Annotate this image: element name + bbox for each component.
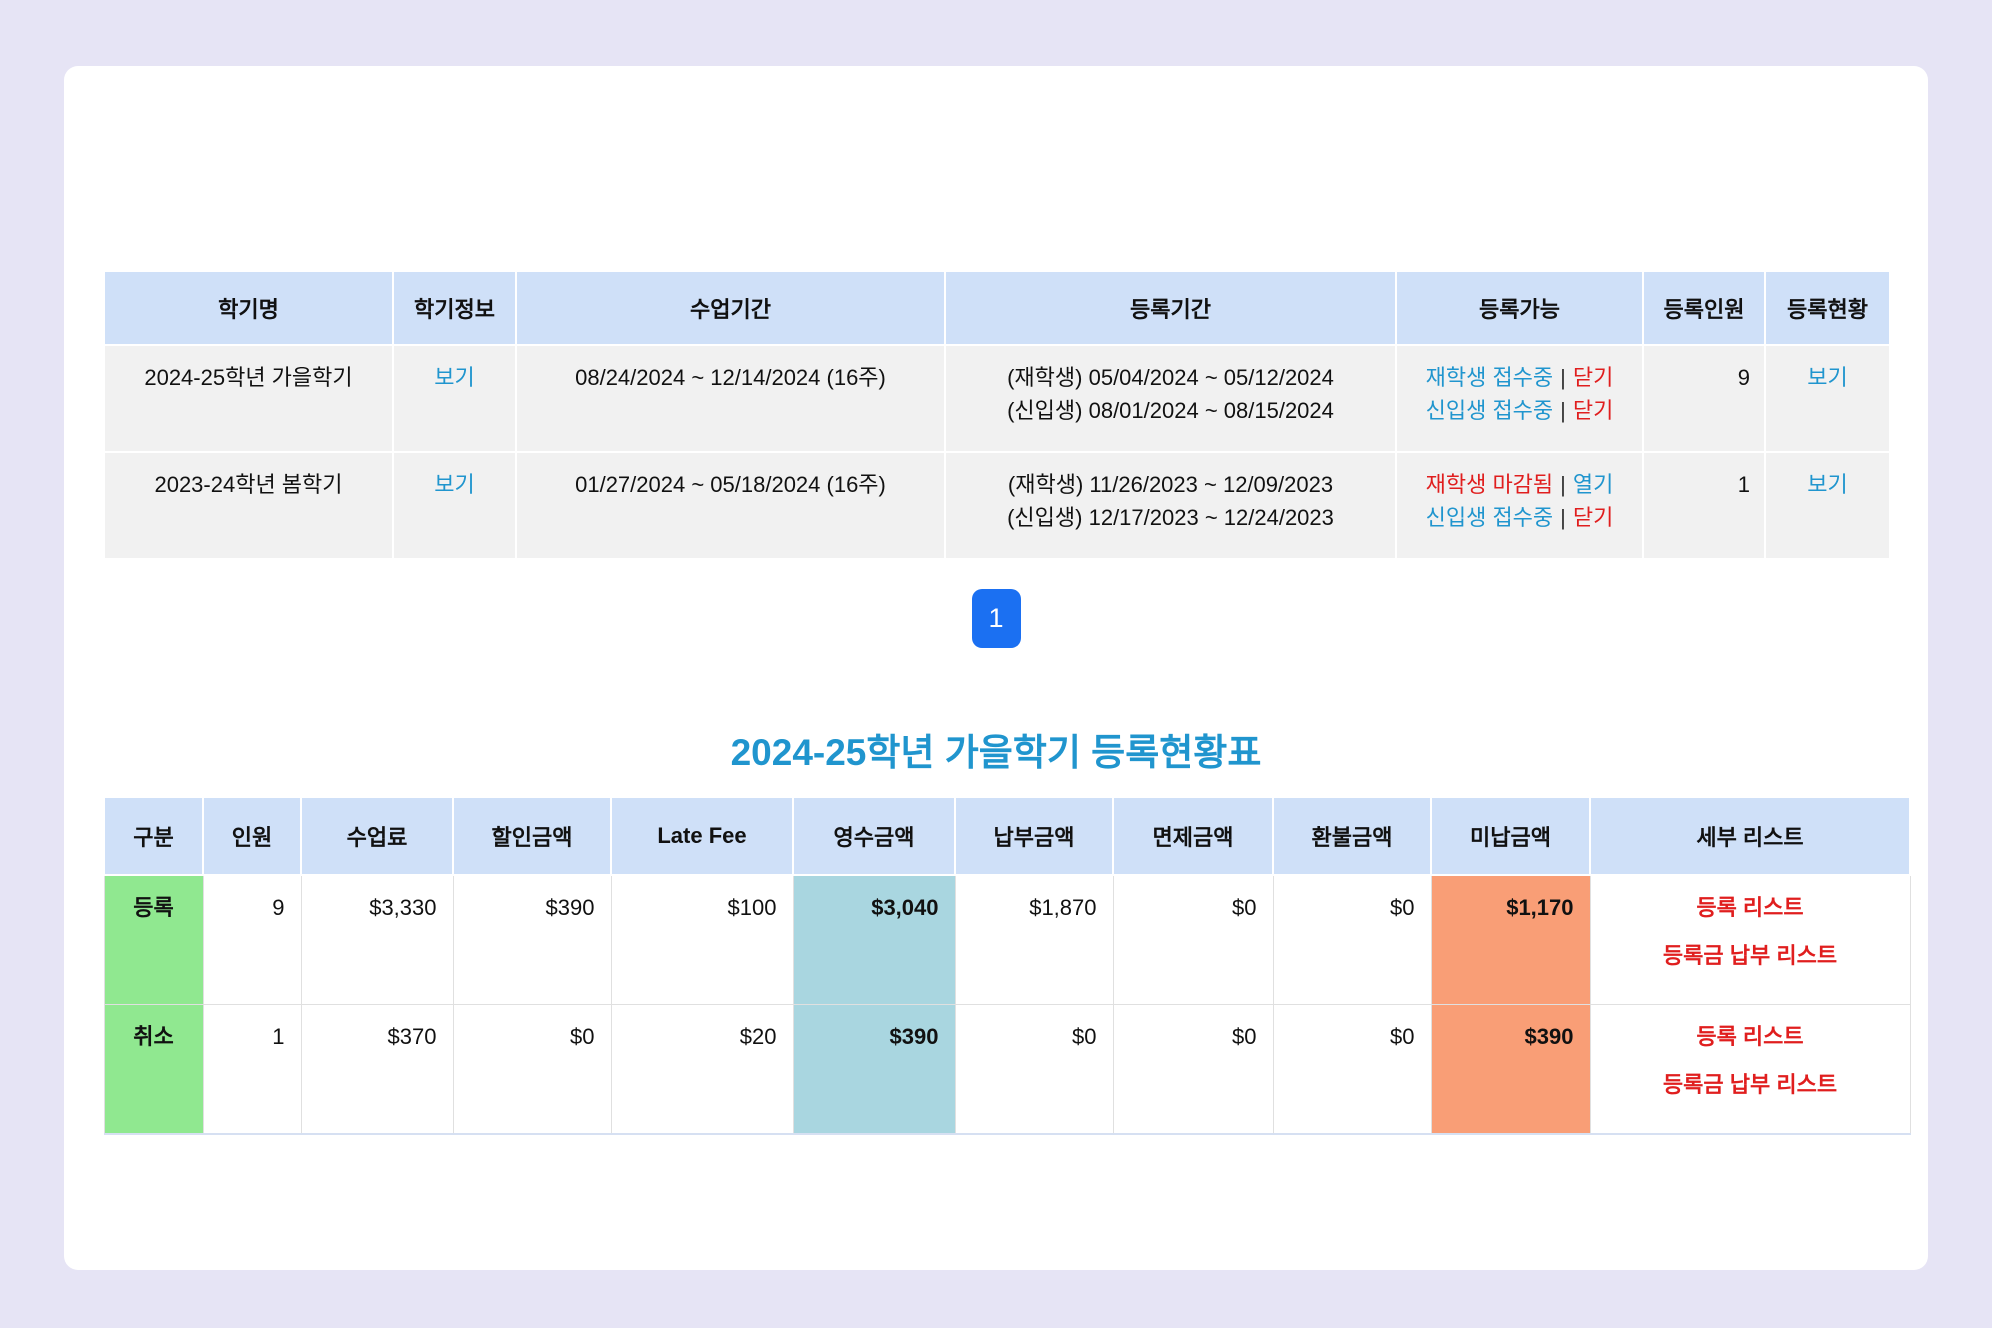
unpaid-value: $390 bbox=[1430, 1003, 1591, 1135]
availability-line: 재학생 마감됨 | 열기 bbox=[1411, 469, 1628, 502]
refund-value: $0 bbox=[1272, 874, 1432, 1005]
col-header-tuition: 수업료 bbox=[300, 796, 454, 876]
registration-availability: 재학생 마감됨 | 열기 신입생 접수중 | 닫기 bbox=[1395, 451, 1644, 560]
col-header-registration-period: 등록기간 bbox=[944, 270, 1397, 346]
refund-value: $0 bbox=[1272, 1003, 1432, 1135]
registration-summary-table: 구분 인원 수업료 할인금액 Late Fee 영수금액 납부금액 면제금액 환… bbox=[103, 796, 1911, 1135]
semester-info-cell: 보기 bbox=[392, 344, 517, 453]
tuition-value: $3,330 bbox=[300, 874, 454, 1005]
col-header-detail-list: 세부 리스트 bbox=[1589, 796, 1911, 876]
paid-value: $1,870 bbox=[954, 874, 1114, 1005]
page-button-1[interactable]: 1 bbox=[971, 589, 1021, 648]
semester-info-cell: 보기 bbox=[392, 451, 517, 560]
col-header-semester-name: 학기명 bbox=[103, 270, 394, 346]
availability-line: 신입생 접수중 | 닫기 bbox=[1411, 502, 1628, 535]
col-header-registration-availability: 등록가능 bbox=[1395, 270, 1644, 346]
registration-list-link[interactable]: 등록 리스트 bbox=[1696, 1023, 1804, 1049]
reg-period-line: (재학생) 11/26/2023 ~ 12/09/2023 bbox=[1007, 472, 1334, 497]
exempt-value: $0 bbox=[1112, 1003, 1274, 1135]
table-row: 등록 9 $3,330 $390 $100 $3,040 $1,870 $0 $… bbox=[103, 874, 1911, 1005]
col-header-paid: 납부금액 bbox=[954, 796, 1114, 876]
separator: | bbox=[1560, 365, 1566, 390]
discount-value: $390 bbox=[452, 874, 612, 1005]
content-card: 학기명 학기정보 수업기간 등록기간 등록가능 등록인원 등록현황 2024-2… bbox=[64, 66, 1928, 1270]
separator: | bbox=[1560, 504, 1566, 530]
col-header-exempt: 면제금액 bbox=[1112, 796, 1274, 876]
semester-name: 2023-24학년 봄학기 bbox=[103, 451, 394, 560]
separator: | bbox=[1560, 397, 1566, 423]
reg-period-line: (재학생) 05/04/2024 ~ 05/12/2024 bbox=[1007, 365, 1334, 390]
discount-value: $0 bbox=[452, 1003, 612, 1135]
col-header-discount: 할인금액 bbox=[452, 796, 612, 876]
col-header-unpaid: 미납금액 bbox=[1430, 796, 1591, 876]
table-row: 취소 1 $370 $0 $20 $390 $0 $0 $0 $390 등록 리… bbox=[103, 1003, 1911, 1135]
availability-toggle-link[interactable]: 열기 bbox=[1572, 472, 1614, 497]
semester-info-view-link[interactable]: 보기 bbox=[434, 472, 475, 497]
exempt-value: $0 bbox=[1112, 874, 1274, 1005]
col-header-registration-status: 등록현황 bbox=[1764, 270, 1891, 346]
semester-name: 2024-25학년 가을학기 bbox=[103, 344, 394, 453]
availability-toggle-link[interactable]: 닫기 bbox=[1572, 365, 1614, 390]
col-header-received: 영수금액 bbox=[792, 796, 956, 876]
registration-status-cell: 보기 bbox=[1764, 451, 1891, 560]
pagination: 1 bbox=[103, 589, 1889, 648]
unpaid-value: $1,170 bbox=[1430, 874, 1591, 1005]
col-header-category: 구분 bbox=[103, 796, 204, 876]
semester-info-view-link[interactable]: 보기 bbox=[434, 365, 475, 390]
col-header-semester-info: 학기정보 bbox=[392, 270, 517, 346]
reg-period-line: (신입생) 08/01/2024 ~ 08/15/2024 bbox=[1007, 397, 1334, 423]
col-header-refund: 환불금액 bbox=[1272, 796, 1432, 876]
registered-count: 9 bbox=[1642, 344, 1766, 453]
registration-status-cell: 보기 bbox=[1764, 344, 1891, 453]
tuition-value: $370 bbox=[300, 1003, 454, 1135]
col-header-count: 인원 bbox=[202, 796, 302, 876]
registration-status-view-link[interactable]: 보기 bbox=[1807, 365, 1848, 390]
payment-list-link[interactable]: 등록금 납부 리스트 bbox=[1662, 942, 1838, 968]
late-fee-value: $20 bbox=[610, 1003, 794, 1135]
payment-list-link[interactable]: 등록금 납부 리스트 bbox=[1662, 1071, 1838, 1097]
availability-status: 재학생 접수중 bbox=[1425, 365, 1554, 390]
col-header-class-period: 수업기간 bbox=[515, 270, 946, 346]
row-label-cancelled: 취소 bbox=[103, 1003, 204, 1135]
semester-table: 학기명 학기정보 수업기간 등록기간 등록가능 등록인원 등록현황 2024-2… bbox=[103, 270, 1891, 560]
summary-table-title: 2024-25학년 가을학기 등록현황표 bbox=[730, 732, 1262, 773]
availability-toggle-link[interactable]: 닫기 bbox=[1572, 504, 1614, 530]
late-fee-value: $100 bbox=[610, 874, 794, 1005]
detail-list-cell: 등록 리스트 등록금 납부 리스트 bbox=[1589, 874, 1911, 1005]
availability-line: 신입생 접수중 | 닫기 bbox=[1411, 395, 1628, 428]
summary-table-header-row: 구분 인원 수업료 할인금액 Late Fee 영수금액 납부금액 면제금액 환… bbox=[103, 796, 1911, 876]
count-value: 1 bbox=[202, 1003, 302, 1135]
received-value: $390 bbox=[792, 1003, 956, 1135]
separator: | bbox=[1560, 472, 1566, 497]
availability-line: 재학생 접수중 | 닫기 bbox=[1411, 362, 1628, 395]
registration-list-link[interactable]: 등록 리스트 bbox=[1696, 895, 1804, 920]
row-label-registered: 등록 bbox=[103, 874, 204, 1005]
availability-toggle-link[interactable]: 닫기 bbox=[1572, 397, 1614, 423]
availability-status: 신입생 접수중 bbox=[1425, 397, 1554, 423]
detail-list-cell: 등록 리스트 등록금 납부 리스트 bbox=[1589, 1003, 1911, 1135]
semester-table-header-row: 학기명 학기정보 수업기간 등록기간 등록가능 등록인원 등록현황 bbox=[103, 270, 1891, 346]
registration-status-view-link[interactable]: 보기 bbox=[1807, 472, 1848, 497]
registered-count: 1 bbox=[1642, 451, 1766, 560]
count-value: 9 bbox=[202, 874, 302, 1005]
paid-value: $0 bbox=[954, 1003, 1114, 1135]
table-row: 2024-25학년 가을학기 보기 08/24/2024 ~ 12/14/202… bbox=[103, 344, 1891, 453]
reg-period-line: (신입생) 12/17/2023 ~ 12/24/2023 bbox=[1007, 504, 1334, 530]
registration-availability: 재학생 접수중 | 닫기 신입생 접수중 | 닫기 bbox=[1395, 344, 1644, 453]
received-value: $3,040 bbox=[792, 874, 956, 1005]
col-header-late-fee: Late Fee bbox=[610, 796, 794, 876]
table-row: 2023-24학년 봄학기 보기 01/27/2024 ~ 05/18/2024… bbox=[103, 451, 1891, 560]
registration-period: (재학생) 11/26/2023 ~ 12/09/2023 (신입생) 12/1… bbox=[944, 451, 1397, 560]
availability-status: 신입생 접수중 bbox=[1425, 504, 1554, 530]
class-period: 01/27/2024 ~ 05/18/2024 (16주) bbox=[515, 451, 946, 560]
registration-period: (재학생) 05/04/2024 ~ 05/12/2024 (신입생) 08/0… bbox=[944, 344, 1397, 453]
class-period: 08/24/2024 ~ 12/14/2024 (16주) bbox=[515, 344, 946, 453]
availability-status: 재학생 마감됨 bbox=[1425, 472, 1554, 497]
col-header-registered-count: 등록인원 bbox=[1642, 270, 1766, 346]
